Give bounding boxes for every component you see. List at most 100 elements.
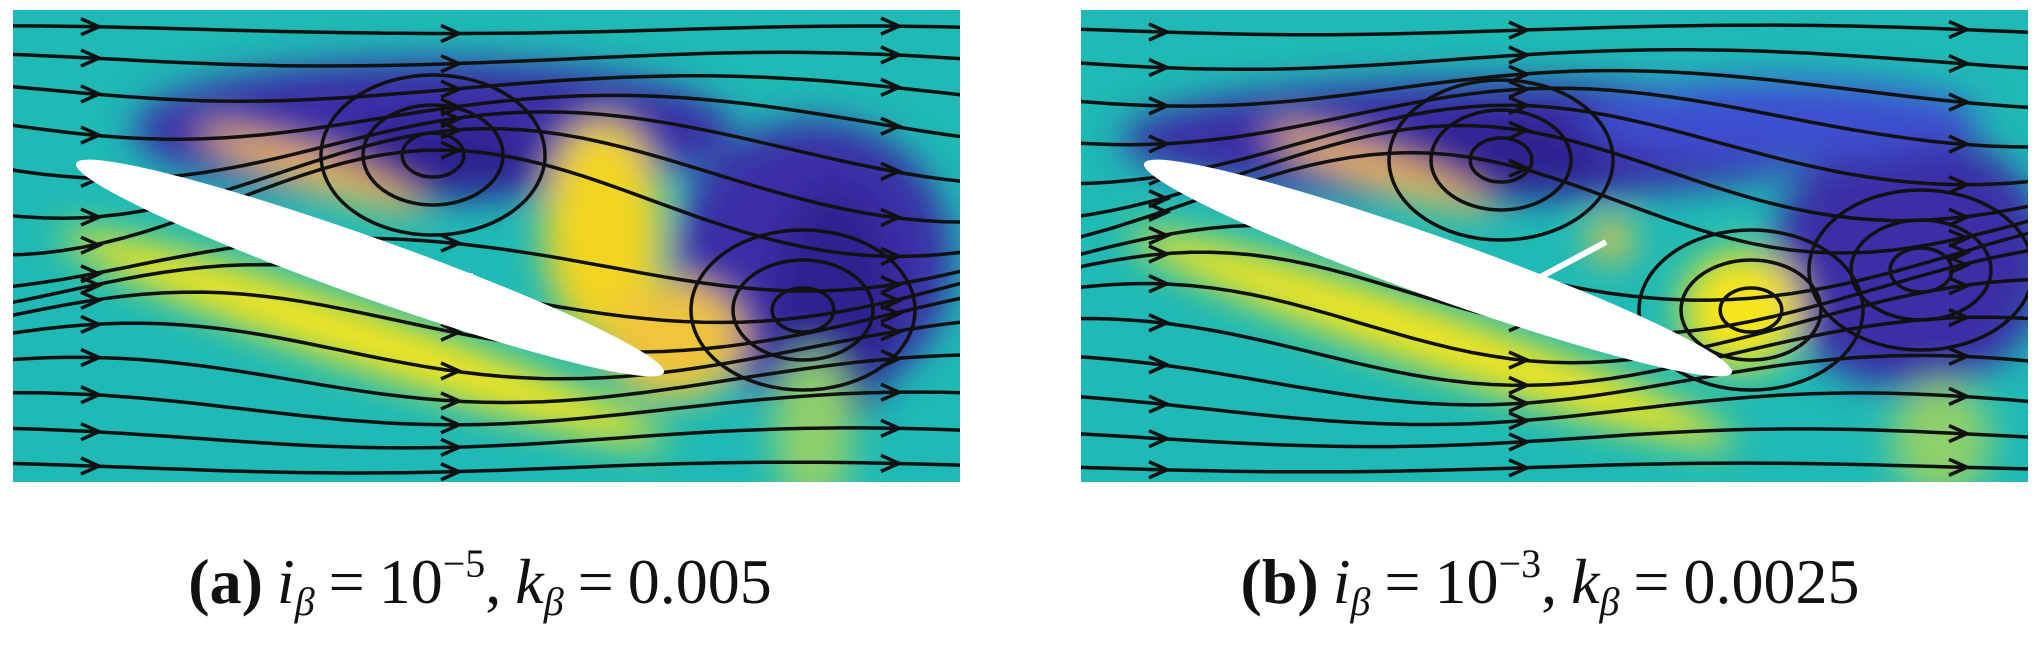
field-blob bbox=[60, 230, 666, 447]
vortex-streamline bbox=[1429, 108, 1573, 212]
streamline-arrow bbox=[880, 161, 904, 181]
streamline bbox=[1081, 353, 2028, 407]
streamline bbox=[13, 74, 960, 103]
caption-part: ) bbox=[1297, 546, 1319, 617]
caption-part: i bbox=[276, 546, 295, 617]
streamline-arrow bbox=[1948, 207, 1972, 227]
vortex-streamline bbox=[1807, 188, 2028, 352]
streamline-arrow bbox=[1948, 457, 1972, 477]
streamline-arrow bbox=[880, 304, 904, 324]
streamline-arrow bbox=[80, 235, 104, 255]
caption-part: ( bbox=[1240, 546, 1262, 617]
streamline-arrow bbox=[1148, 134, 1172, 154]
caption-part: = bbox=[1384, 546, 1421, 617]
streamline-arrow bbox=[1148, 313, 1172, 333]
streamline-arrow bbox=[1148, 226, 1172, 246]
streamline bbox=[1081, 315, 2028, 388]
caption-part: ) bbox=[241, 546, 263, 617]
flap bbox=[1379, 222, 1453, 253]
streamline-arrow bbox=[1948, 134, 1972, 154]
vortex-streamline bbox=[400, 131, 466, 179]
caption-part: a bbox=[209, 546, 242, 617]
streamline bbox=[13, 24, 960, 36]
caption-part: −3 bbox=[1498, 541, 1542, 586]
vortex-streamline bbox=[1637, 228, 1865, 392]
vortex-streamline bbox=[1468, 136, 1534, 184]
streamline-arrow bbox=[80, 456, 104, 476]
streamline-arrow bbox=[1148, 57, 1172, 78]
streamline-arrow bbox=[80, 48, 104, 68]
streamline-arrow bbox=[1508, 79, 1532, 99]
streamline-arrow bbox=[440, 54, 464, 74]
streamline-arrow bbox=[440, 437, 464, 457]
streamline-arrow bbox=[80, 347, 104, 368]
streamline bbox=[13, 460, 960, 475]
streamline-arrow bbox=[1948, 92, 1972, 112]
streamline-arrow bbox=[80, 125, 104, 145]
streamline-arrow bbox=[880, 453, 904, 473]
caption-a: (a) iβ = 10−5, kβ = 0.005 bbox=[0, 540, 960, 625]
streamline-arrow bbox=[1148, 96, 1172, 116]
streamline-arrow bbox=[880, 246, 904, 267]
streamline-arrow bbox=[1148, 274, 1172, 294]
flow-panel-b bbox=[1081, 10, 2028, 482]
streamline bbox=[13, 290, 960, 354]
streamline-arrow bbox=[440, 391, 464, 411]
caption-part: β bbox=[294, 579, 315, 624]
streamline bbox=[1081, 48, 2028, 72]
caption-part: 0.005 bbox=[627, 546, 772, 617]
streamline-arrow bbox=[80, 17, 104, 37]
streamline bbox=[1081, 68, 2028, 110]
caption-part: i bbox=[1332, 546, 1351, 617]
caption-part: 10 bbox=[1434, 546, 1499, 617]
caption-part: β bbox=[1599, 579, 1620, 624]
field-blob bbox=[199, 127, 427, 213]
streamline bbox=[1081, 461, 2028, 474]
streamline bbox=[13, 320, 960, 381]
streamline-arrow bbox=[80, 385, 104, 405]
caption-b: (b) iβ = 10−3, kβ = 0.0025 bbox=[1070, 540, 2030, 625]
field-blob bbox=[543, 120, 663, 340]
vortex-streamline bbox=[1679, 258, 1823, 362]
vortex-streamline bbox=[1849, 218, 1993, 322]
streamline bbox=[13, 353, 960, 405]
streamline-arrow bbox=[1508, 432, 1532, 452]
streamline bbox=[13, 236, 960, 293]
caption-part: β bbox=[1350, 579, 1371, 624]
streamline-arrow bbox=[80, 314, 104, 335]
airfoil bbox=[75, 159, 665, 377]
streamline bbox=[1081, 391, 2028, 427]
streamline-arrow bbox=[80, 84, 104, 104]
vortex-streamline bbox=[361, 103, 505, 207]
streamline-arrow bbox=[440, 140, 464, 160]
caption-part: ( bbox=[188, 546, 210, 617]
streamline-arrow bbox=[1508, 393, 1532, 413]
streamline-arrow bbox=[440, 361, 464, 381]
streamline bbox=[13, 390, 960, 427]
streamline bbox=[13, 426, 960, 450]
streamline-arrow bbox=[440, 79, 464, 99]
streamline-arrow bbox=[440, 415, 464, 435]
streamline-arrow bbox=[80, 290, 104, 310]
streamline-arrow bbox=[880, 322, 904, 342]
streamline bbox=[13, 148, 960, 259]
streamline-arrow bbox=[1948, 276, 1972, 296]
streamline-arrow bbox=[1148, 202, 1172, 222]
streamline-arrow bbox=[880, 77, 904, 97]
caption-part: k bbox=[515, 546, 544, 617]
flap bbox=[1529, 239, 1608, 285]
vortex-streamline bbox=[1387, 78, 1615, 242]
streamline-arrow bbox=[1148, 394, 1172, 414]
streamline-arrow bbox=[1508, 158, 1532, 178]
vortex-streamline bbox=[319, 73, 547, 237]
vortex-streamline bbox=[731, 258, 875, 362]
caption-part: = bbox=[328, 546, 365, 617]
streamline-arrow bbox=[1148, 460, 1172, 480]
streamline-arrow bbox=[1148, 355, 1172, 375]
streamline-arrow bbox=[880, 291, 904, 311]
streamline-arrow bbox=[80, 207, 104, 227]
caption-part: 0.0025 bbox=[1683, 546, 1860, 617]
caption-part: = bbox=[1633, 546, 1670, 617]
streamline-arrow bbox=[880, 275, 904, 295]
